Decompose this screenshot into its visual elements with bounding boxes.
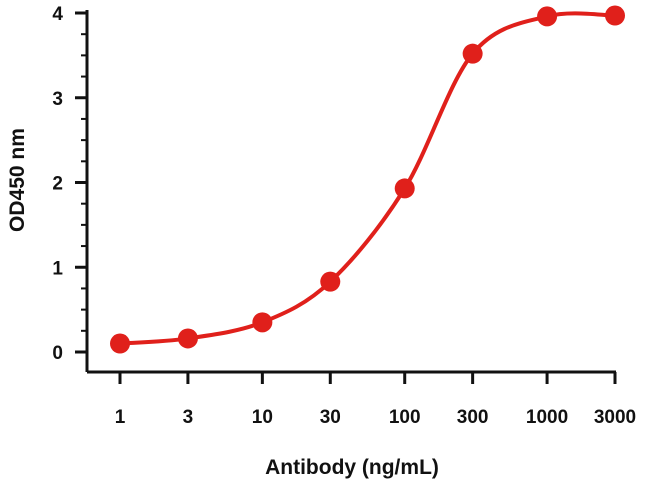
y-tick-label: 2 — [52, 174, 63, 195]
x-tick-label: 10 — [252, 407, 273, 428]
data-point — [537, 6, 558, 27]
x-tick-label: 100 — [389, 407, 421, 428]
data-points — [110, 5, 625, 354]
x-tick-label: 30 — [320, 407, 341, 428]
x-axis-label: Antibody (ng/mL) — [265, 456, 439, 479]
y-tick-label: 0 — [52, 343, 63, 364]
x-tick-label: 300 — [457, 407, 489, 428]
y-tick-label: 3 — [52, 89, 63, 110]
data-point — [110, 333, 130, 354]
x-ticks: 1 3 10 30 100 300 1000 3000 — [115, 372, 636, 428]
x-tick-label: 1 — [115, 407, 126, 428]
x-tick-label: 1000 — [526, 407, 568, 428]
data-point — [462, 43, 483, 64]
data-point — [394, 178, 415, 199]
axes — [85, 10, 616, 374]
data-point — [605, 5, 625, 26]
data-point — [252, 312, 273, 333]
data-point — [177, 328, 198, 349]
y-tick-label: 4 — [52, 4, 63, 25]
y-tick-label: 1 — [52, 258, 63, 279]
x-tick-label: 3000 — [594, 407, 636, 428]
data-point — [320, 271, 341, 292]
y-axis-label: OD450 nm — [6, 128, 29, 232]
x-tick-label: 3 — [183, 407, 194, 428]
fitted-curve — [118, 11, 617, 346]
y-ticks: 0 1 2 3 4 — [52, 4, 87, 364]
